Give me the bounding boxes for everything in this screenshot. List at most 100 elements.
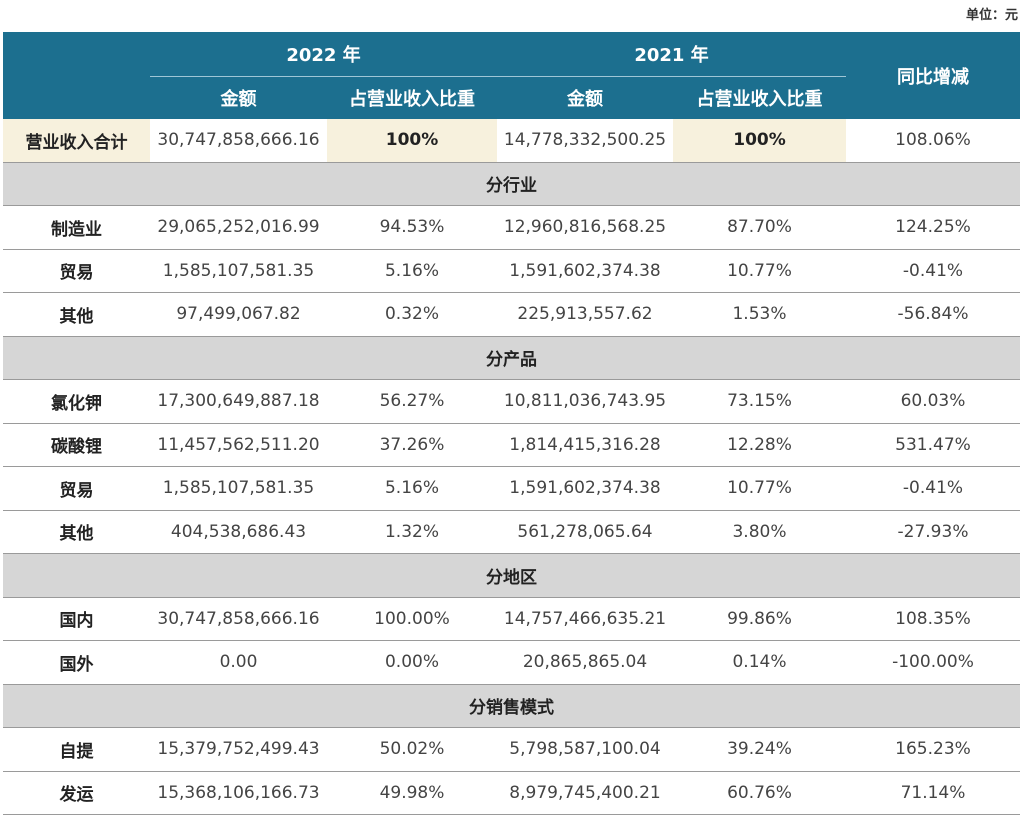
- amount-2022-cell: 11,457,562,511.20: [150, 423, 327, 467]
- change-cell: 60.03%: [846, 379, 1020, 424]
- amount-2021-cell: 14,757,466,635.21: [497, 597, 673, 641]
- header-amount-2021: 金额: [497, 76, 673, 119]
- amount-2021-cell: 5,798,587,100.04: [497, 727, 673, 772]
- ratio-2021-cell: 60.76%: [673, 771, 846, 815]
- table-row: 国外 0.00 0.00% 20,865,865.04 0.14% -100.00%: [3, 640, 1020, 685]
- amount-2021-cell: 14,778,332,500.25: [497, 119, 673, 163]
- amount-2022-cell: 15,379,752,499.43: [150, 727, 327, 772]
- ratio-2022-cell: 49.98%: [327, 771, 497, 815]
- table-row: 碳酸锂 11,457,562,511.20 37.26% 1,814,415,316.…: [3, 423, 1020, 467]
- amount-2021-cell: 20,865,865.04: [497, 640, 673, 685]
- ratio-2021-cell: 87.70%: [673, 205, 846, 250]
- amount-2021-cell: 1,591,602,374.38: [497, 249, 673, 293]
- table-row: 发运 15,368,106,166.73 49.98% 8,979,745,400.2…: [3, 771, 1020, 815]
- header-year-2021: 2021 年: [497, 32, 846, 77]
- ratio-2021-cell: 12.28%: [673, 423, 846, 467]
- table-row: 氯化钾 17,300,649,887.18 56.27% 10,811,036,743…: [3, 379, 1020, 424]
- amount-2022-cell: 1,585,107,581.35: [150, 249, 327, 293]
- amount-2022-cell: 17,300,649,887.18: [150, 379, 327, 424]
- amount-2021-cell: 12,960,816,568.25: [497, 205, 673, 250]
- amount-2021-cell: 10,811,036,743.95: [497, 379, 673, 424]
- ratio-2021-cell: 1.53%: [673, 292, 846, 337]
- table-header: 2022 年 2021 年 同比增减 金额 占营业收入比重 金额 占营业收入比重: [3, 32, 1020, 119]
- ratio-2022-cell: 100%: [327, 119, 497, 163]
- row-label: 国外: [3, 640, 150, 685]
- section-header-row: 分行业: [3, 162, 1020, 206]
- header-ratio-2022: 占营业收入比重: [327, 76, 497, 119]
- row-label: 其他: [3, 510, 150, 554]
- amount-2021-cell: 1,814,415,316.28: [497, 423, 673, 467]
- row-label: 发运: [3, 771, 150, 815]
- amount-2022-cell: 29,065,252,016.99: [150, 205, 327, 250]
- ratio-2022-cell: 56.27%: [327, 379, 497, 424]
- amount-2022-cell: 30,747,858,666.16: [150, 597, 327, 641]
- table-row: 制造业 29,065,252,016.99 94.53% 12,960,816,568…: [3, 205, 1020, 250]
- row-label: 营业收入合计: [3, 119, 150, 163]
- section-header-row: 分产品: [3, 336, 1020, 380]
- change-cell: 108.35%: [846, 597, 1020, 641]
- table-row: 其他 404,538,686.43 1.32% 561,278,065.64 3.80%…: [3, 510, 1020, 554]
- change-cell: -0.41%: [846, 249, 1020, 293]
- amount-2021-cell: 8,979,745,400.21: [497, 771, 673, 815]
- section-title: 分地区: [3, 553, 1020, 598]
- change-cell: -0.41%: [846, 466, 1020, 511]
- ratio-2021-cell: 3.80%: [673, 510, 846, 554]
- header-blank: [3, 32, 150, 119]
- ratio-2022-cell: 1.32%: [327, 510, 497, 554]
- section-header-row: 分销售模式: [3, 684, 1020, 728]
- table-row: 贸易 1,585,107,581.35 5.16% 1,591,602,374.38 1…: [3, 249, 1020, 293]
- section-title: 分产品: [3, 336, 1020, 380]
- change-cell: 165.23%: [846, 727, 1020, 772]
- ratio-2022-cell: 100.00%: [327, 597, 497, 641]
- ratio-2021-cell: 100%: [673, 119, 846, 163]
- ratio-2022-cell: 5.16%: [327, 249, 497, 293]
- ratio-2021-cell: 73.15%: [673, 379, 846, 424]
- ratio-2022-cell: 0.32%: [327, 292, 497, 337]
- change-cell: -27.93%: [846, 510, 1020, 554]
- change-cell: 71.14%: [846, 771, 1020, 815]
- ratio-2021-cell: 10.77%: [673, 249, 846, 293]
- header-ratio-2021: 占营业收入比重: [673, 76, 846, 119]
- amount-2022-cell: 97,499,067.82: [150, 292, 327, 337]
- change-cell: 108.06%: [846, 119, 1020, 163]
- ratio-2022-cell: 0.00%: [327, 640, 497, 685]
- amount-2022-cell: 0.00: [150, 640, 327, 685]
- ratio-2021-cell: 99.86%: [673, 597, 846, 641]
- total-row: 营业收入合计 30,747,858,666.16 100% 14,778,332…: [3, 119, 1020, 163]
- header-amount-2022: 金额: [150, 76, 327, 119]
- row-label: 贸易: [3, 466, 150, 511]
- change-cell: 124.25%: [846, 205, 1020, 250]
- table-body: 营业收入合计 30,747,858,666.16 100% 14,778,332…: [3, 119, 1020, 815]
- ratio-2022-cell: 5.16%: [327, 466, 497, 511]
- amount-2022-cell: 30,747,858,666.16: [150, 119, 327, 163]
- row-label: 自提: [3, 727, 150, 772]
- section-header-row: 分地区: [3, 553, 1020, 598]
- row-label: 贸易: [3, 249, 150, 293]
- ratio-2022-cell: 37.26%: [327, 423, 497, 467]
- amount-2022-cell: 404,538,686.43: [150, 510, 327, 554]
- header-year-2022: 2022 年: [150, 32, 497, 77]
- change-cell: 531.47%: [846, 423, 1020, 467]
- row-label: 其他: [3, 292, 150, 337]
- revenue-table: 2022 年 2021 年 同比增减 金额 占营业收入比重 金额 占营业收入比重…: [3, 32, 1020, 815]
- amount-2021-cell: 561,278,065.64: [497, 510, 673, 554]
- section-title: 分行业: [3, 162, 1020, 206]
- amount-2022-cell: 1,585,107,581.35: [150, 466, 327, 511]
- change-cell: -56.84%: [846, 292, 1020, 337]
- row-label: 国内: [3, 597, 150, 641]
- ratio-2022-cell: 50.02%: [327, 727, 497, 772]
- section-title: 分销售模式: [3, 684, 1020, 728]
- table-row: 其他 97,499,067.82 0.32% 225,913,557.62 1.53% -…: [3, 292, 1020, 337]
- ratio-2021-cell: 10.77%: [673, 466, 846, 511]
- ratio-2022-cell: 94.53%: [327, 205, 497, 250]
- amount-2021-cell: 225,913,557.62: [497, 292, 673, 337]
- table-row: 自提 15,379,752,499.43 50.02% 5,798,587,100.0…: [3, 727, 1020, 772]
- row-label: 碳酸锂: [3, 423, 150, 467]
- unit-label: 单位：元: [965, 8, 1018, 23]
- amount-2021-cell: 1,591,602,374.38: [497, 466, 673, 511]
- ratio-2021-cell: 0.14%: [673, 640, 846, 685]
- row-label: 制造业: [3, 205, 150, 250]
- row-label: 氯化钾: [3, 379, 150, 424]
- amount-2022-cell: 15,368,106,166.73: [150, 771, 327, 815]
- ratio-2021-cell: 39.24%: [673, 727, 846, 772]
